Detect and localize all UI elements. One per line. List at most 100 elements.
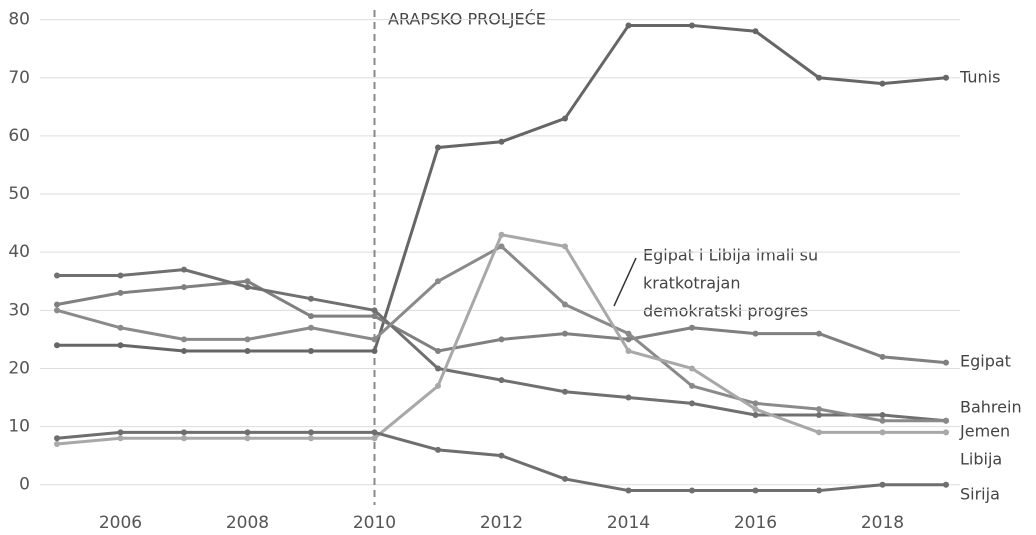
series-label: Sirija (960, 485, 1000, 504)
point (181, 266, 187, 273)
point (625, 348, 632, 355)
series-label: Libija (960, 450, 1002, 469)
point (498, 336, 505, 343)
point (562, 301, 568, 308)
point (181, 284, 187, 291)
point (435, 144, 441, 151)
y-tick-label: 50 (8, 184, 30, 204)
point (244, 348, 251, 355)
point (308, 313, 314, 320)
point (498, 138, 505, 145)
x-tick-label: 2006 (99, 513, 142, 533)
x-tick-label: 2010 (353, 513, 396, 533)
point (943, 359, 949, 366)
point (816, 406, 822, 413)
point (435, 446, 441, 453)
point (816, 429, 822, 436)
point (879, 411, 886, 418)
point (371, 307, 378, 314)
y-tick-label: 20 (8, 358, 30, 378)
point (879, 429, 886, 436)
point (752, 411, 759, 418)
point (879, 80, 886, 87)
point (752, 330, 759, 337)
y-tick-label: 60 (8, 126, 30, 146)
y-tick-label: 30 (8, 300, 30, 320)
annotation-pointer (613, 257, 637, 307)
point (752, 487, 759, 494)
y-tick-label: 80 (8, 10, 30, 30)
x-tick-label: 2014 (607, 513, 650, 533)
point (879, 417, 886, 424)
point (689, 22, 695, 29)
point (54, 307, 60, 314)
series-line (56, 430, 946, 493)
point (117, 342, 124, 349)
point (498, 377, 505, 384)
annotation-line: Egipat i Libija imali su (643, 246, 818, 265)
point (435, 365, 441, 372)
point (435, 278, 441, 285)
point (498, 452, 505, 459)
point (371, 313, 378, 320)
point (54, 272, 60, 279)
point (244, 278, 251, 285)
point (816, 487, 822, 494)
point (181, 348, 187, 355)
point (117, 272, 124, 279)
point (943, 429, 949, 436)
point (816, 74, 822, 81)
series-line (57, 268, 947, 423)
point (625, 487, 632, 494)
point (625, 22, 632, 29)
point (816, 411, 822, 418)
point (371, 336, 378, 343)
event-label: ARAPSKO PROLJEĆE (388, 10, 546, 29)
point (562, 330, 568, 337)
point (54, 301, 60, 308)
point (117, 289, 124, 296)
point (117, 435, 124, 442)
point (943, 417, 949, 424)
point (625, 394, 632, 401)
point (498, 231, 505, 238)
series-label: Jemen (959, 422, 1010, 441)
point (562, 243, 568, 250)
point (371, 429, 378, 436)
point (752, 406, 759, 413)
point (879, 353, 886, 360)
point (117, 324, 124, 331)
point (54, 342, 60, 349)
point (181, 435, 187, 442)
annotation-line: demokratski progres (643, 302, 808, 321)
y-tick-label: 40 (8, 242, 30, 262)
point (308, 348, 314, 355)
point (816, 330, 822, 337)
point (562, 475, 568, 482)
point (371, 435, 378, 442)
point (562, 115, 568, 122)
point (943, 481, 949, 488)
point (181, 336, 187, 343)
point (689, 324, 695, 331)
point (244, 429, 251, 436)
y-tick-label: 70 (8, 68, 30, 88)
point (54, 435, 60, 442)
point (625, 336, 632, 343)
point (54, 441, 60, 448)
point (689, 365, 695, 372)
y-tick-label: 0 (19, 475, 30, 495)
x-tick-label: 2018 (861, 513, 904, 533)
point (879, 481, 886, 488)
point (562, 388, 568, 395)
point (752, 28, 759, 35)
point (308, 435, 314, 442)
x-tick-label: 2012 (480, 513, 523, 533)
point (435, 382, 441, 389)
x-tick-label: 2016 (734, 513, 777, 533)
series-label: Tunis (959, 68, 1000, 87)
point (625, 330, 632, 337)
point (244, 284, 251, 291)
annotation-line: kratkotrajan (643, 274, 740, 293)
